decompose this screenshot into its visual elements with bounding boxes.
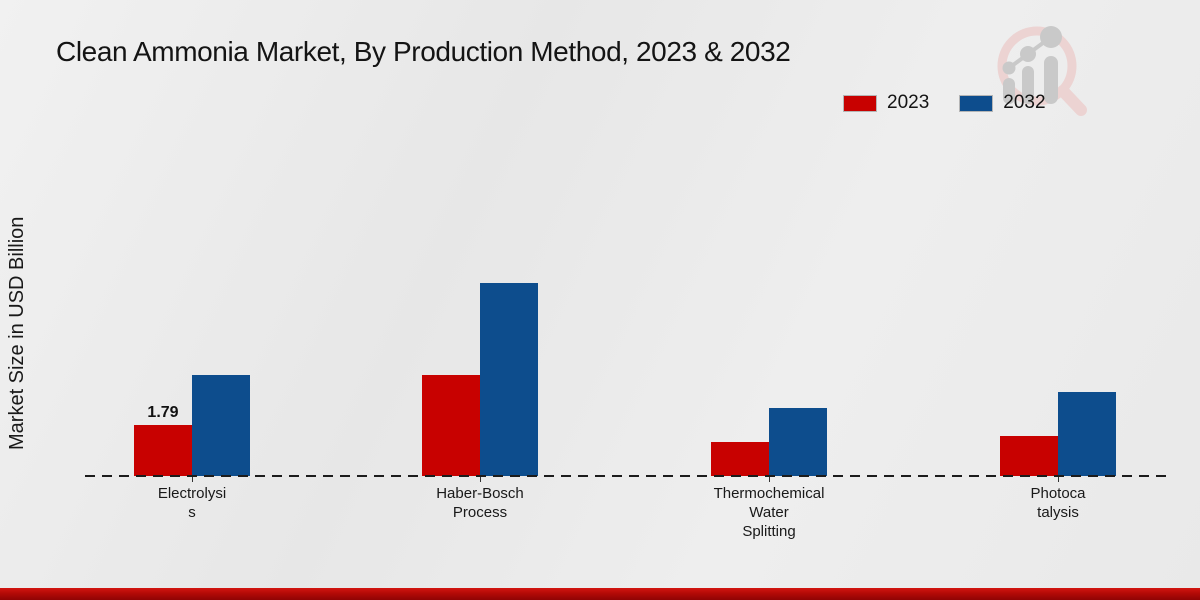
x-axis-category-label-haber-bosch-process: Haber-Bosch Process	[436, 485, 524, 521]
bar-value-label: 1.79	[147, 404, 179, 421]
bar-column	[422, 258, 480, 476]
bar-2023-photocatalysis	[1000, 436, 1058, 476]
bar-column	[480, 258, 538, 476]
bar-2032-haber-bosch-process	[480, 283, 538, 476]
bar-group-photocatalysis	[1000, 258, 1116, 476]
legend: 2023 2032	[843, 92, 1046, 114]
x-axis-category-label-photocatalysis: Photoca talysis	[1030, 485, 1086, 521]
y-axis-label: Market Size in USD Billion	[6, 216, 28, 450]
x-axis-category-label-thermochemical-water-splitting: Thermochemical Water Splitting	[713, 485, 825, 540]
plot-area: 1.79	[85, 258, 1168, 476]
magnifier-bar-chart-logo-icon	[997, 26, 1087, 116]
bar-column	[192, 258, 250, 476]
x-axis-line	[85, 475, 1168, 477]
bar-2032-photocatalysis	[1058, 392, 1116, 476]
bar-group-electrolysis: 1.79	[134, 258, 250, 476]
x-axis-tick	[1058, 477, 1059, 482]
x-axis-tick	[480, 477, 481, 482]
legend-label-2023: 2023	[887, 92, 930, 113]
chart-title: Clean Ammonia Market, By Production Meth…	[56, 36, 791, 67]
legend-label-2032: 2032	[1003, 92, 1046, 113]
bar-2023-electrolysis	[134, 425, 192, 476]
footer-accent-bar	[0, 588, 1200, 600]
x-axis-category-label-electrolysis: Electrolysi s	[157, 485, 227, 521]
bar-2032-thermochemical-water-splitting	[769, 408, 827, 476]
legend-item-2032: 2032	[959, 92, 1046, 114]
legend-swatch-2032	[959, 94, 994, 112]
x-axis-tick	[769, 477, 770, 482]
bar-column	[1058, 258, 1116, 476]
legend-swatch-2023	[843, 94, 877, 112]
bar-column	[769, 258, 827, 476]
bar-2032-electrolysis	[192, 375, 250, 476]
bar-group-haber-bosch-process	[422, 258, 538, 476]
bar-group-thermochemical-water-splitting	[711, 258, 827, 476]
bar-2023-thermochemical-water-splitting	[711, 442, 769, 476]
bar-column: 1.79	[134, 258, 192, 476]
bar-column	[1000, 258, 1058, 476]
legend-item-2023: 2023	[843, 92, 929, 114]
bar-2023-haber-bosch-process	[422, 375, 480, 476]
x-axis-tick	[192, 477, 193, 482]
bar-column	[711, 258, 769, 476]
